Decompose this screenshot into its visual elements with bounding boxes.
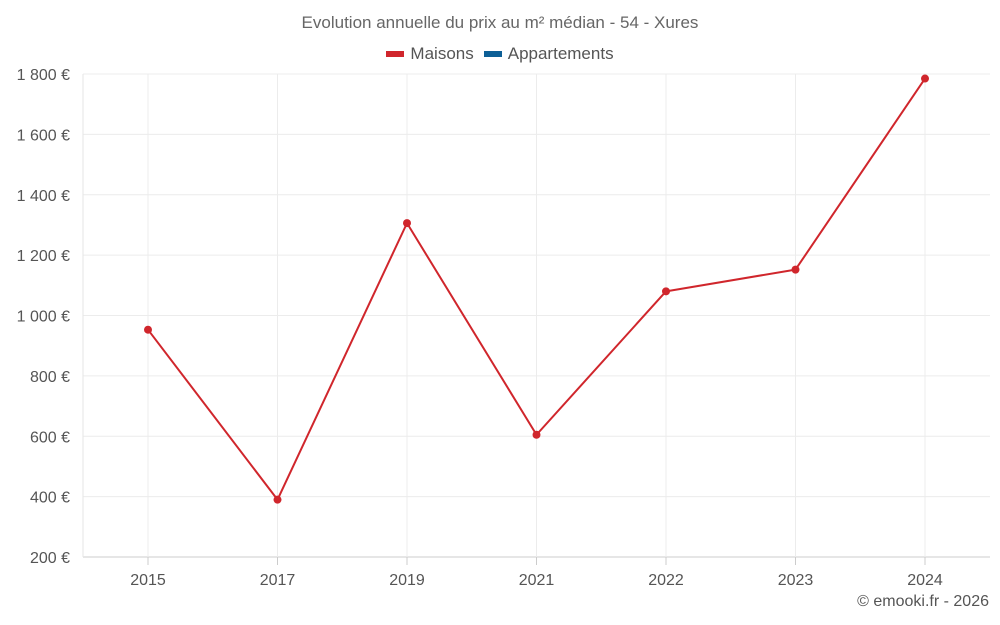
data-point xyxy=(791,265,800,274)
data-point xyxy=(144,325,152,334)
legend-swatch-appartements xyxy=(483,51,502,57)
y-tick-label: 800 € xyxy=(30,369,70,386)
legend-item-appartements[interactable]: Appartements xyxy=(483,44,614,64)
y-tick-label: 200 € xyxy=(30,550,70,567)
x-tick-label: 2019 xyxy=(389,572,425,589)
x-tick-label: 2022 xyxy=(648,572,684,589)
y-tick-label: 1 600 € xyxy=(17,127,70,144)
y-tick-label: 1 800 € xyxy=(17,67,70,84)
legend-label-maisons: Maisons xyxy=(410,44,474,63)
y-tick-label: 1 200 € xyxy=(17,248,70,265)
y-tick-label: 600 € xyxy=(30,429,70,446)
y-tick-label: 1 000 € xyxy=(17,309,70,326)
y-tick-label: 1 400 € xyxy=(17,188,70,205)
legend: Maisons Appartements xyxy=(0,44,1000,64)
legend-item-maisons[interactable]: Maisons xyxy=(386,44,474,64)
data-point xyxy=(662,287,670,296)
data-point xyxy=(532,430,541,439)
credit-text: © emooki.fr - 2026 xyxy=(857,593,989,610)
data-point xyxy=(273,495,282,504)
x-tick-label: 2015 xyxy=(130,572,166,589)
legend-swatch-maisons xyxy=(386,51,405,57)
legend-label-appartements: Appartements xyxy=(507,44,614,63)
data-point xyxy=(921,74,929,83)
data-point xyxy=(403,219,411,228)
x-tick-label: 2017 xyxy=(260,572,296,589)
y-tick-label: 400 € xyxy=(30,490,70,507)
x-tick-label: 2023 xyxy=(778,572,814,589)
x-tick-label: 2024 xyxy=(907,572,943,589)
x-tick-label: 2021 xyxy=(519,572,555,589)
chart-title: Evolution annuelle du prix au m² médian … xyxy=(301,13,699,32)
